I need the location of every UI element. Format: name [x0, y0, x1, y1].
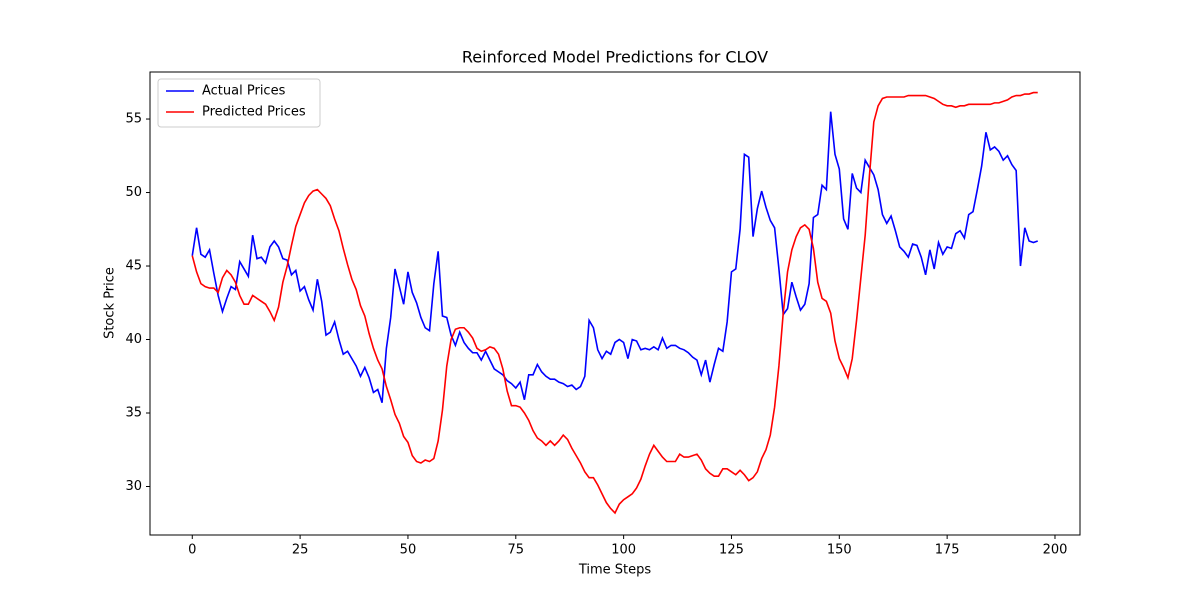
y-tick-label: 45: [125, 259, 142, 274]
legend-label: Actual Prices: [202, 84, 286, 99]
x-tick-label: 125: [719, 543, 744, 558]
x-tick-label: 100: [611, 543, 636, 558]
x-tick-label: 200: [1043, 543, 1068, 558]
y-tick-label: 30: [125, 479, 142, 494]
y-tick-label: 40: [125, 332, 142, 347]
x-tick-label: 0: [188, 543, 196, 558]
series-line: [191, 111, 1038, 403]
y-axis-label: Stock Price: [103, 267, 118, 339]
y-tick-label: 55: [125, 112, 142, 127]
x-tick-label: 175: [935, 543, 960, 558]
x-axis-label: Time Steps: [578, 563, 652, 578]
plot-frame: [149, 71, 1081, 536]
series-line: [191, 91, 1038, 515]
x-tick-label: 50: [400, 543, 417, 558]
x-tick-label: 150: [827, 543, 852, 558]
legend-box: [157, 78, 321, 128]
y-tick-label: 35: [125, 406, 142, 421]
legend-label: Predicted Prices: [202, 105, 306, 120]
x-tick-label: 75: [508, 543, 525, 558]
legend: Actual Prices Predicted Prices: [157, 78, 321, 128]
y-tick-label: 50: [125, 185, 142, 200]
chart-title: Reinforced Model Predictions for CLOV: [462, 48, 768, 67]
x-tick-label: 25: [292, 543, 309, 558]
